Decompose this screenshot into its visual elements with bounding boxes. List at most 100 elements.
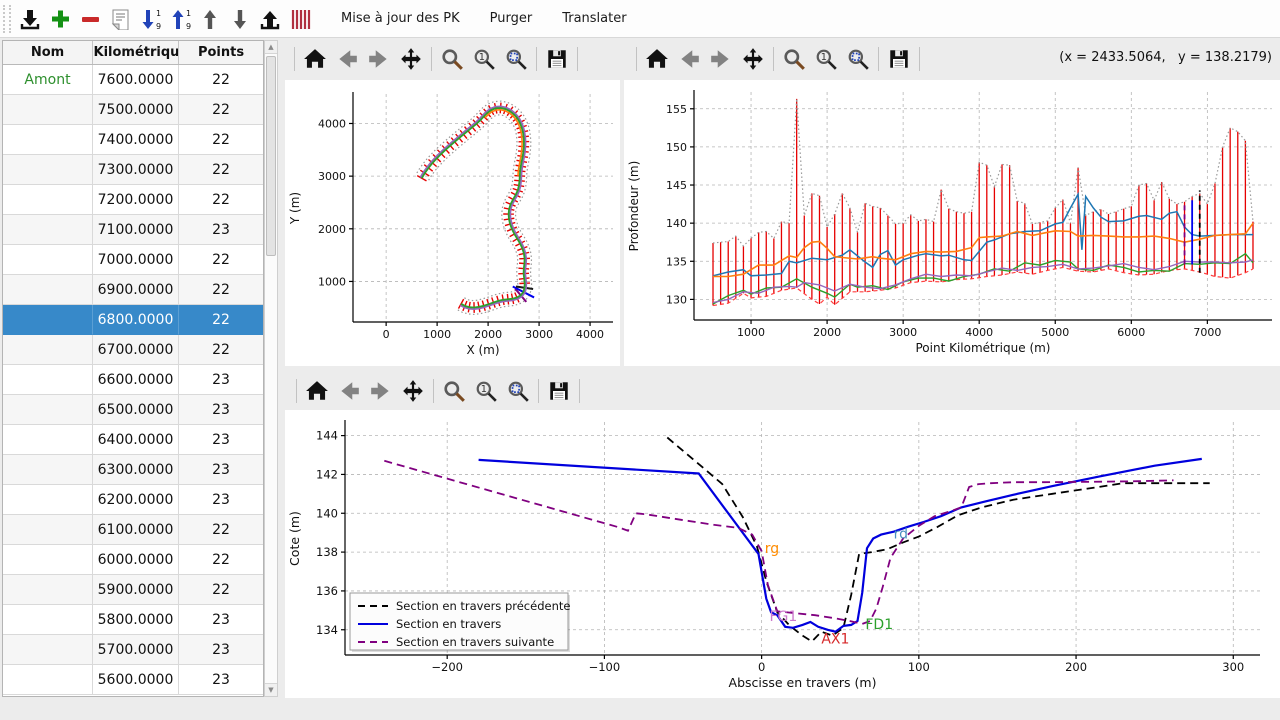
cell-nom [3, 95, 93, 125]
pan-button[interactable] [737, 44, 769, 74]
table-row[interactable]: Amont 7600.0000 22 [3, 65, 263, 95]
save-button[interactable] [543, 376, 575, 406]
table-row[interactable]: 6100.0000 22 [3, 515, 263, 545]
table-row[interactable]: 7000.0000 22 [3, 245, 263, 275]
zoom-one-button[interactable]: 1 [470, 376, 502, 406]
table-row[interactable]: 6900.0000 22 [3, 275, 263, 305]
table-row[interactable]: 7200.0000 22 [3, 185, 263, 215]
x-tick-label: 100 [908, 660, 930, 674]
sections-panel: Nom t Kilométrique Points Amont7600.0000… [0, 38, 280, 700]
remove-section-button[interactable] [75, 4, 105, 34]
scroll-down-arrow[interactable]: ▼ [265, 683, 277, 696]
edit-notes-button[interactable] [105, 4, 135, 34]
zoom-fit-button[interactable] [500, 44, 532, 74]
cell-points: 22 [179, 125, 263, 155]
table-row[interactable]: 5900.0000 22 [3, 575, 263, 605]
x-tick-label: 300 [1222, 660, 1244, 674]
edit-icon [111, 9, 129, 30]
zoom-button[interactable] [778, 44, 810, 74]
cell-nom [3, 305, 93, 335]
zoom-fit-button[interactable] [502, 376, 534, 406]
forward-button[interactable] [705, 44, 737, 74]
pan-icon [401, 48, 421, 70]
table-row[interactable]: 7400.0000 22 [3, 125, 263, 155]
zoom-one-button[interactable]: 1 [468, 44, 500, 74]
back-button[interactable] [673, 44, 705, 74]
y-tick-label: 3000 [318, 170, 346, 183]
home-button[interactable] [299, 44, 331, 74]
cell-points: 22 [179, 245, 263, 275]
profile-ylabel: Profondeur (m) [627, 161, 641, 252]
move-down-button[interactable] [225, 4, 255, 34]
scrollbar-thumb[interactable] [266, 56, 276, 256]
zoom-one-button[interactable]: 1 [810, 44, 842, 74]
zoom-button[interactable] [438, 376, 470, 406]
purge-button[interactable]: Purger [489, 11, 533, 26]
table-row[interactable]: 7500.0000 22 [3, 95, 263, 125]
move-up-button[interactable] [195, 4, 225, 34]
table-row[interactable]: 6500.0000 23 [3, 395, 263, 425]
plan-view-chart[interactable]: 0 1000 2000 3000 4000 1000 2000 3000 4000 X (m) Y … [285, 80, 620, 366]
cell-nom [3, 245, 93, 275]
table-row[interactable]: 6200.0000 23 [3, 485, 263, 515]
zoom-fit-button[interactable] [842, 44, 874, 74]
table-row[interactable]: 5700.0000 23 [3, 635, 263, 665]
toolbar-grip[interactable] [3, 4, 11, 33]
back-button[interactable] [331, 44, 363, 74]
scroll-up-arrow[interactable]: ▲ [265, 41, 277, 54]
cross-section-chart[interactable]: rg FG1 AX1 FD1 rd Section en travers précéden… [285, 410, 1280, 698]
zoom-button[interactable] [436, 44, 468, 74]
cell-nom [3, 425, 93, 455]
table-row[interactable]: 6700.0000 22 [3, 335, 263, 365]
add-section-button[interactable] [45, 4, 75, 34]
table-row[interactable]: 5800.0000 23 [3, 605, 263, 635]
x-tick-label: 0 [383, 328, 390, 341]
column-header-pk[interactable]: t Kilométrique [93, 41, 179, 64]
forward-button[interactable] [363, 44, 395, 74]
table-row[interactable]: 6800.0000 22 [3, 305, 263, 335]
save-button[interactable] [541, 44, 573, 74]
cell-points: 23 [179, 605, 263, 635]
back-button[interactable] [333, 376, 365, 406]
profile-chart[interactable]: 1000 2000 3000 4000 5000 6000 7000 130 135 140 145… [624, 80, 1280, 366]
table-row[interactable]: 6600.0000 23 [3, 365, 263, 395]
forward-icon [711, 50, 729, 68]
add-icon [52, 10, 69, 27]
table-row[interactable]: 7100.0000 23 [3, 215, 263, 245]
update-pk-button[interactable]: Mise à jour des PK [341, 11, 460, 26]
cell-pk: 6100.0000 [93, 515, 179, 545]
cell-pk: 7000.0000 [93, 245, 179, 275]
home-button[interactable] [301, 376, 333, 406]
export-button[interactable] [255, 4, 285, 34]
pan-button[interactable] [397, 376, 429, 406]
column-header-points[interactable]: Points [197, 45, 245, 60]
x-tick-label: 7000 [1193, 326, 1221, 339]
svg-text:1: 1 [479, 52, 485, 63]
import-button[interactable] [15, 4, 45, 34]
profile-plot-toolbar: 1 [632, 40, 924, 78]
home-button[interactable] [641, 44, 673, 74]
forward-button[interactable] [365, 376, 397, 406]
translate-button[interactable]: Translater [562, 11, 627, 26]
plan-view-svg: 0 1000 2000 3000 4000 1000 2000 3000 4000 X (m) Y … [288, 92, 613, 357]
table-row[interactable]: 6300.0000 23 [3, 455, 263, 485]
back-icon [339, 50, 357, 68]
table-row[interactable]: 6400.0000 23 [3, 425, 263, 455]
table-row[interactable]: 7300.0000 22 [3, 155, 263, 185]
status-bar [0, 698, 1280, 720]
x-tick-label: 2000 [813, 326, 841, 339]
sections-button[interactable] [285, 4, 315, 34]
save-button[interactable] [883, 44, 915, 74]
table-row[interactable]: 5600.0000 23 [3, 665, 263, 695]
pan-button[interactable] [395, 44, 427, 74]
cell-pk: 6400.0000 [93, 425, 179, 455]
profile-svg: 1000 2000 3000 4000 5000 6000 7000 130 135 140 145… [627, 90, 1272, 355]
column-header-nom[interactable]: Nom [3, 41, 93, 64]
legend-label: Section en travers précédente [396, 599, 570, 613]
table-scrollbar[interactable]: ▲ ▼ [264, 40, 278, 697]
cell-pk: 6700.0000 [93, 335, 179, 365]
table-row[interactable]: 6000.0000 22 [3, 545, 263, 575]
